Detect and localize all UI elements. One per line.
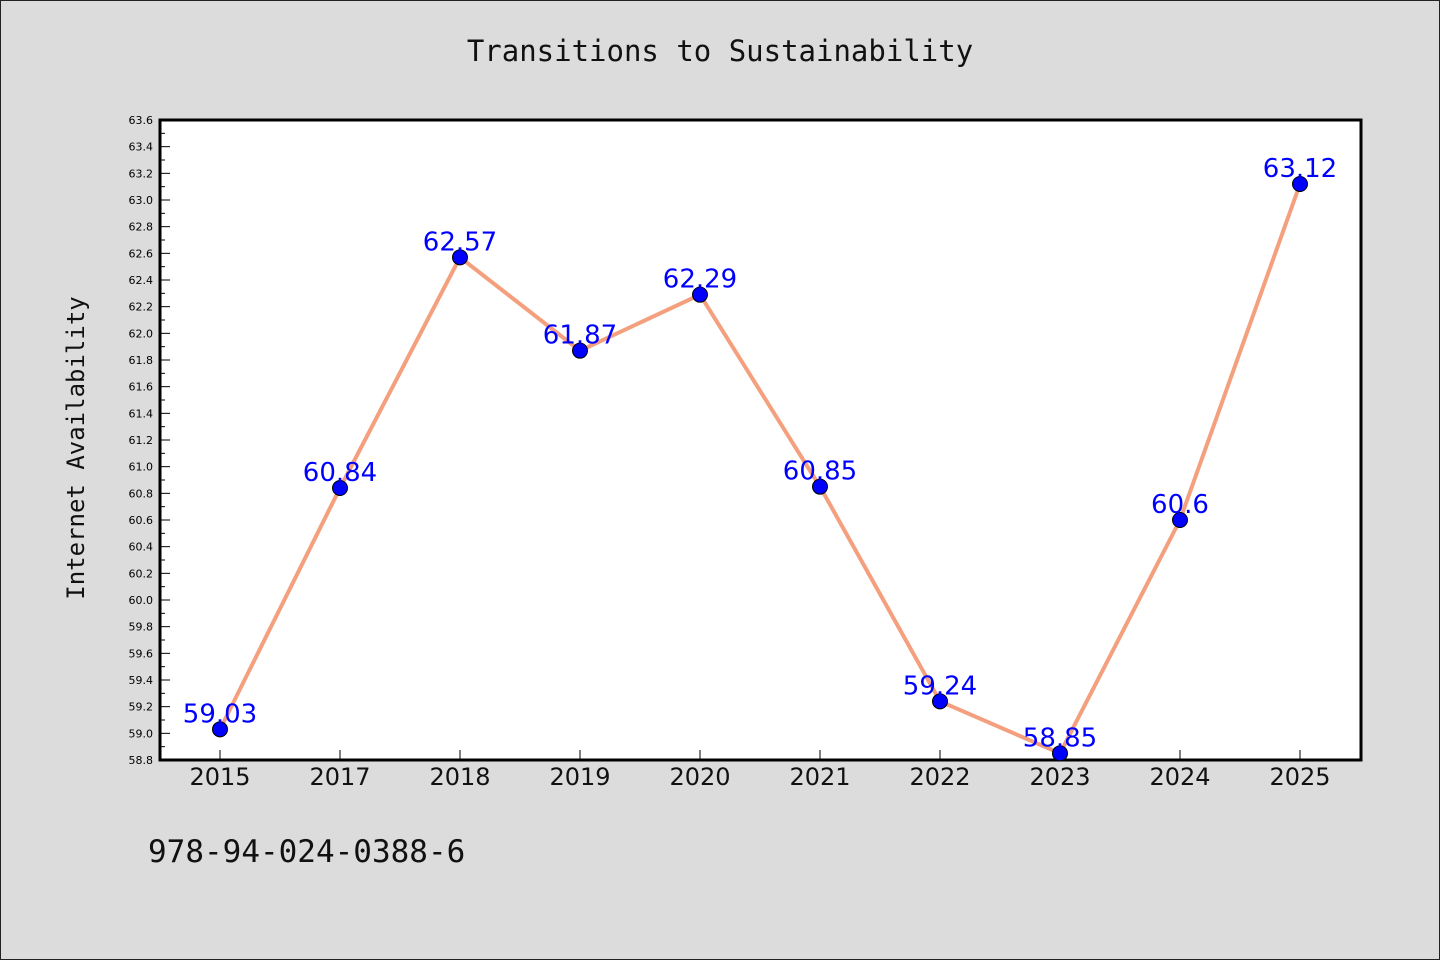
y-tick-label: 60.6 <box>129 514 154 527</box>
y-tick-label: 59.2 <box>129 701 154 714</box>
y-tick-label: 59.6 <box>129 647 154 660</box>
x-tick-label: 2018 <box>429 763 490 791</box>
series-line <box>218 182 1302 756</box>
data-point-2017 <box>332 480 348 496</box>
data-point-2020 <box>692 286 708 303</box>
data-point-2015 <box>212 721 228 738</box>
y-tick-label: 62.4 <box>129 274 154 287</box>
y-tick-label: 59.8 <box>129 621 154 634</box>
y-tick-label: 58.8 <box>129 754 154 767</box>
data-label-2017: 60.84 <box>303 458 377 488</box>
y-tick-label: 63.2 <box>129 167 154 180</box>
x-tick-label: 2025 <box>1269 763 1330 791</box>
data-label-2023: 58.85 <box>1023 723 1097 753</box>
y-tick-label: 59.0 <box>129 727 154 740</box>
data-point-2025 <box>1292 176 1308 192</box>
plot-area <box>160 120 1361 760</box>
data-point-2022 <box>932 693 948 710</box>
y-tick-label: 60.4 <box>129 541 154 554</box>
data-point-2024 <box>1172 512 1188 528</box>
data-point-2019 <box>572 342 588 359</box>
y-tick-label: 61.2 <box>129 434 154 447</box>
data-label-2025: 63.12 <box>1263 154 1337 184</box>
x-tick-label: 2017 <box>309 763 370 791</box>
y-tick-label: 62.2 <box>129 301 154 314</box>
x-tick-label: 2015 <box>189 763 250 791</box>
data-point-2021 <box>812 478 828 495</box>
y-tick-label: 60.2 <box>129 567 154 580</box>
x-tick-label: 2024 <box>1149 763 1210 791</box>
x-tick-label: 2023 <box>1029 763 1090 791</box>
y-tick-label: 59.4 <box>129 674 154 687</box>
isbn-label: 978-94-024-0388-6 <box>148 834 466 870</box>
data-label-2021: 60.85 <box>783 457 857 487</box>
y-tick-label: 63.0 <box>129 194 154 207</box>
y-tick-label: 61.4 <box>129 407 154 420</box>
chart-title: Transitions to Sustainability <box>466 34 974 68</box>
data-label-2015: 59.03 <box>183 699 257 729</box>
y-tick-label: 60.0 <box>129 594 154 607</box>
y-tick-label: 61.8 <box>129 354 154 367</box>
plot-frame <box>158 118 1363 762</box>
data-label-2020: 62.29 <box>663 265 737 295</box>
data-label-2019: 61.87 <box>543 321 617 351</box>
y-tick-label: 63.4 <box>129 141 154 154</box>
y-tick-label: 61.6 <box>129 381 154 394</box>
y-tick-label: 63.6 <box>129 114 154 127</box>
x-tick-label: 2020 <box>669 763 730 791</box>
x-tick-label: 2021 <box>789 763 850 791</box>
data-label-2018: 62.57 <box>423 227 497 257</box>
y-tick-label: 60.8 <box>129 487 154 500</box>
data-point-2023 <box>1052 745 1068 762</box>
y-tick-label: 62.0 <box>129 327 154 340</box>
y-tick-label: 62.6 <box>129 247 154 260</box>
data-label-2024: 60.6 <box>1151 490 1209 520</box>
data-label-2022: 59.24 <box>903 671 977 701</box>
y-tick-label: 62.8 <box>129 221 154 234</box>
x-tick-label: 2022 <box>909 763 970 791</box>
x-tick-label: 2019 <box>549 763 610 791</box>
data-point-2018 <box>452 249 468 266</box>
y-tick-label: 61.0 <box>129 461 154 474</box>
